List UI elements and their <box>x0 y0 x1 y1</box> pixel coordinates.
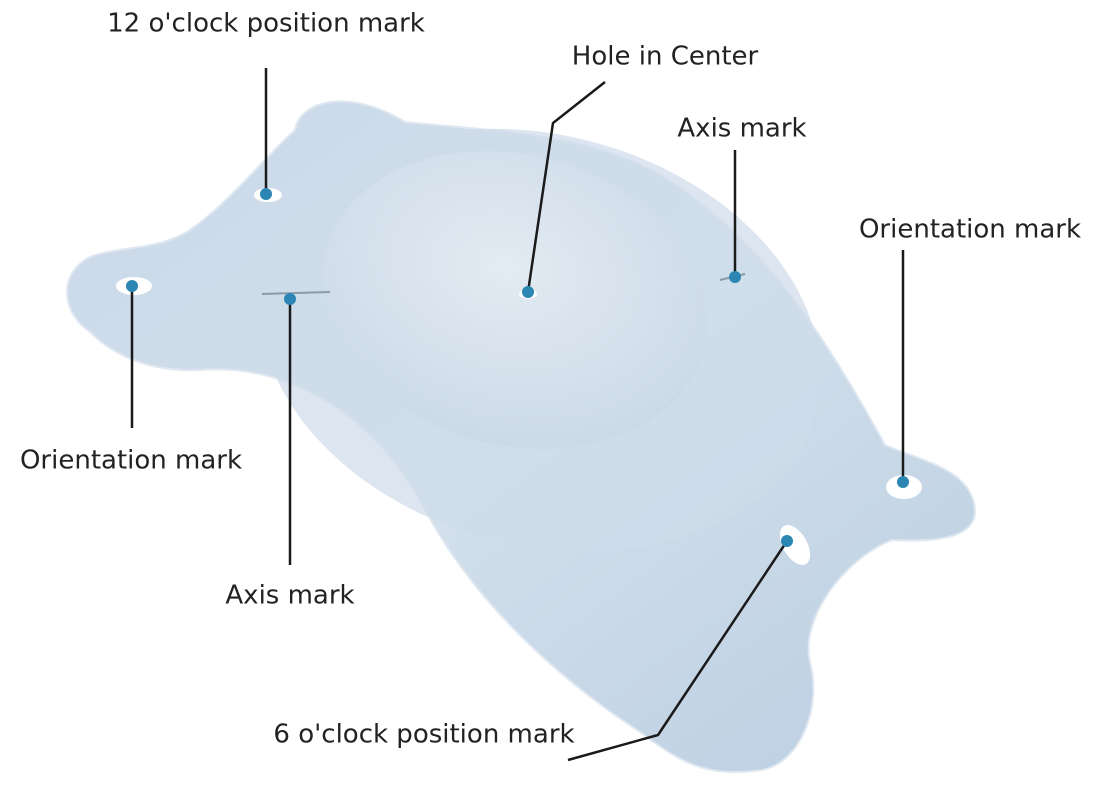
callout-label: Axis mark <box>225 581 354 611</box>
callout-label: Axis mark <box>677 114 806 144</box>
callout-label: 12 o'clock position mark <box>107 9 425 39</box>
axis-tick <box>261 291 331 295</box>
leader-line <box>526 81 606 293</box>
marker-dot <box>729 271 741 283</box>
optic <box>322 151 708 449</box>
leader-line <box>567 540 789 762</box>
marker-dot <box>781 535 793 547</box>
marker-dot <box>260 188 272 200</box>
marker-dot <box>284 293 296 305</box>
marker-dot <box>522 286 534 298</box>
callout-label: 6 o'clock position mark <box>273 720 574 750</box>
marker-dot <box>897 476 909 488</box>
marker-dot <box>126 280 138 292</box>
callout-label: Orientation mark <box>20 446 242 476</box>
hole <box>779 525 811 565</box>
callout-label: Orientation mark <box>859 215 1081 245</box>
callout-label: Hole in Center <box>572 42 759 72</box>
